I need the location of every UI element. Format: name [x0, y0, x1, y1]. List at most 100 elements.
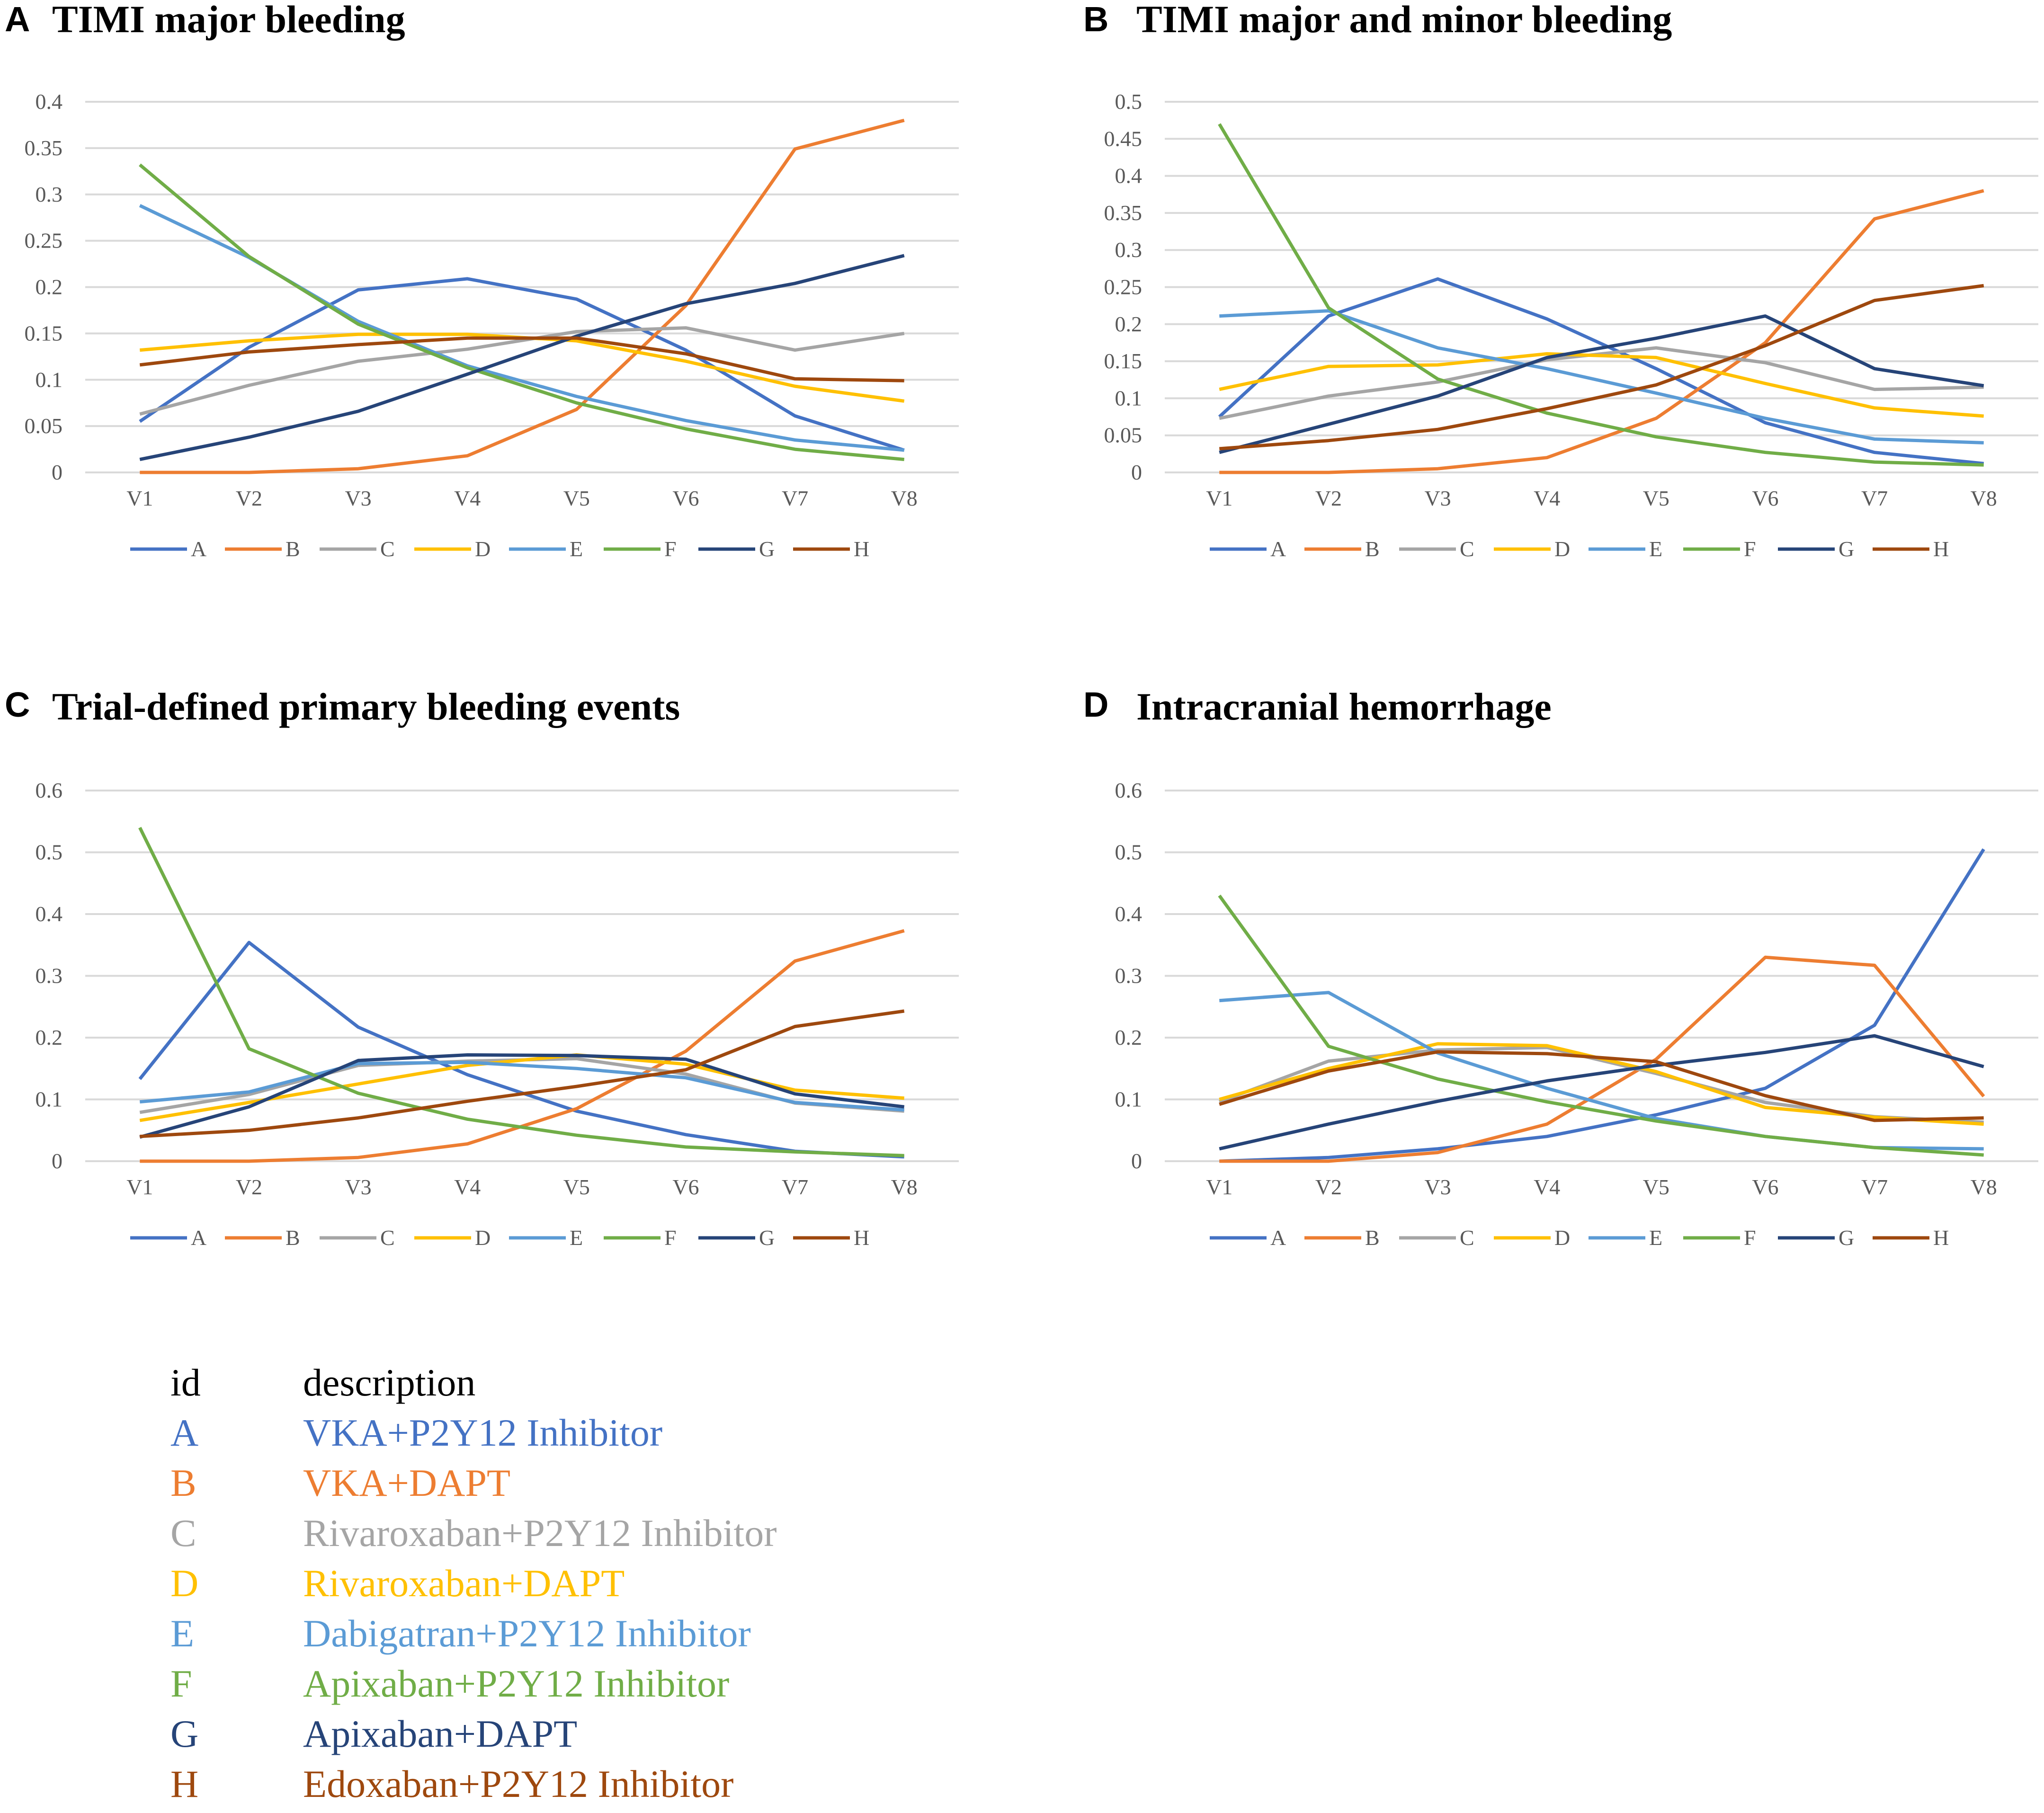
series-line-g [139, 254, 905, 462]
legend-label-a: A [191, 1226, 206, 1250]
x-tick-label: V8 [1971, 486, 1997, 510]
series-line-b [1219, 189, 1984, 474]
legend-id: C [170, 1511, 196, 1555]
legend-id: E [170, 1612, 195, 1655]
legend-label-b: B [1365, 1226, 1380, 1250]
legend-label-g: G [759, 1226, 775, 1250]
y-tick-label: 0.25 [1104, 275, 1142, 299]
x-tick-label: V2 [1315, 1175, 1342, 1199]
x-tick-label: V7 [1861, 1175, 1888, 1199]
x-tick-label: V6 [1752, 1175, 1778, 1199]
y-tick-label: 0.1 [36, 1087, 63, 1111]
legend-label-f: F [664, 537, 677, 561]
legend-label-c: C [1460, 537, 1474, 561]
y-tick-label: 0.25 [25, 229, 63, 253]
series-line-f [1218, 894, 1984, 1157]
legend-label-g: G [1839, 537, 1854, 561]
legend-description: VKA+P2Y12 Inhibitor [303, 1411, 663, 1454]
series-line-c [1219, 346, 1984, 420]
y-tick-label: 0.2 [36, 275, 63, 299]
x-tick-label: V5 [563, 486, 590, 510]
x-tick-label: V8 [891, 1175, 918, 1199]
series-line-h [140, 1009, 905, 1138]
legend-label-h: H [1933, 1226, 1949, 1250]
x-tick-label: V4 [454, 1175, 481, 1199]
legend-label-a: A [1270, 1226, 1286, 1250]
legend-description: VKA+DAPT [303, 1461, 511, 1504]
legend-label-c: C [380, 1226, 395, 1250]
legend-header-id: id [170, 1361, 201, 1404]
x-tick-label: V6 [1752, 486, 1778, 510]
legend-label-d: D [475, 537, 491, 561]
panel-letter-d: D [1083, 685, 1109, 724]
legend-label-d: D [1554, 537, 1570, 561]
y-tick-label: 0.05 [1104, 423, 1142, 447]
legend-label-c: C [380, 537, 395, 561]
x-tick-label: V2 [236, 1175, 262, 1199]
legend-label-a: A [1270, 537, 1286, 561]
legend-label-b: B [1365, 537, 1380, 561]
legend-label-g: G [759, 537, 775, 561]
panel-title-b: TIMI major and minor bleeding [1136, 0, 1672, 41]
y-tick-label: 0.3 [1115, 964, 1142, 988]
series-line-c [139, 326, 905, 416]
legend-id: H [170, 1762, 199, 1805]
legend-description: Apixaban+DAPT [303, 1712, 578, 1755]
y-tick-label: 0 [1131, 1149, 1142, 1173]
y-tick-label: 0.6 [1115, 778, 1142, 802]
legend-label-a: A [191, 537, 206, 561]
x-tick-label: V6 [672, 486, 699, 510]
legend-label-e: E [570, 1226, 583, 1250]
y-tick-label: 0.2 [1115, 1025, 1142, 1049]
x-tick-label: V1 [1206, 1175, 1232, 1199]
legend-label-b: B [286, 1226, 300, 1250]
panel-title-d: Intracranial hemorrhage [1136, 685, 1552, 728]
y-tick-label: 0.5 [36, 840, 63, 864]
y-tick-label: 0.1 [36, 367, 63, 391]
chart-c: 0 0.1 0.2 0.3 0.4 0.5 0.6 V1 V2 V3 V4 V5 V6 V7 V8 A B C D E… [36, 778, 959, 1250]
x-tick-label: V1 [1206, 486, 1232, 510]
series-line-e [1219, 309, 1984, 444]
y-tick-label: 0.1 [1115, 386, 1142, 410]
series-line-d [1219, 352, 1984, 418]
legend-id: B [170, 1461, 196, 1504]
panel-title-a: TIMI major bleeding [52, 0, 405, 41]
legend-id: D [170, 1562, 199, 1605]
y-tick-label: 0.5 [1115, 840, 1142, 864]
y-tick-label: 0.15 [25, 321, 63, 345]
panel-letter-b: B [1083, 0, 1109, 39]
y-tick-label: 0.4 [36, 89, 63, 114]
panel-letter-c: C [5, 685, 30, 724]
legend-label-e: E [1649, 537, 1662, 561]
legend-label-h: H [854, 537, 869, 561]
legend-description: Rivaroxaban+DAPT [303, 1562, 625, 1605]
chart-d: 0 0.1 0.2 0.3 0.4 0.5 0.6 V1 V2 V3 V4 V5 V6 V7 V8 A B C D E… [1115, 778, 2038, 1250]
y-tick-label: 0 [52, 1149, 62, 1173]
x-tick-label: V5 [1643, 1175, 1669, 1199]
series-line-h [1219, 1050, 1984, 1122]
x-tick-label: V4 [1534, 486, 1560, 510]
legend-description: Edoxaban+P2Y12 Inhibitor [303, 1762, 734, 1805]
legend-id: A [170, 1411, 199, 1454]
series-line-e [139, 1060, 904, 1112]
y-tick-label: 0.45 [1104, 126, 1142, 151]
x-tick-label: V3 [345, 1175, 371, 1199]
y-tick-label: 0.1 [1115, 1087, 1142, 1111]
legend-label-g: G [1839, 1226, 1854, 1250]
series-line-f [139, 163, 905, 462]
y-tick-label: 0.3 [1115, 238, 1142, 262]
legend-id: G [170, 1712, 199, 1755]
series-line-f [138, 827, 904, 1157]
x-tick-label: V8 [891, 486, 918, 510]
series-line-g [1219, 1034, 1984, 1151]
x-tick-label: V7 [1861, 486, 1888, 510]
y-tick-label: 0.3 [36, 964, 63, 988]
series-line-a [1219, 848, 1985, 1163]
series-line-h [139, 336, 904, 382]
x-tick-label: V2 [236, 486, 262, 510]
y-tick-label: 0.4 [36, 902, 63, 926]
x-tick-label: V1 [126, 1175, 153, 1199]
y-tick-label: 0.15 [1104, 349, 1142, 373]
x-tick-label: V6 [672, 1175, 699, 1199]
y-tick-label: 0.3 [36, 182, 63, 206]
